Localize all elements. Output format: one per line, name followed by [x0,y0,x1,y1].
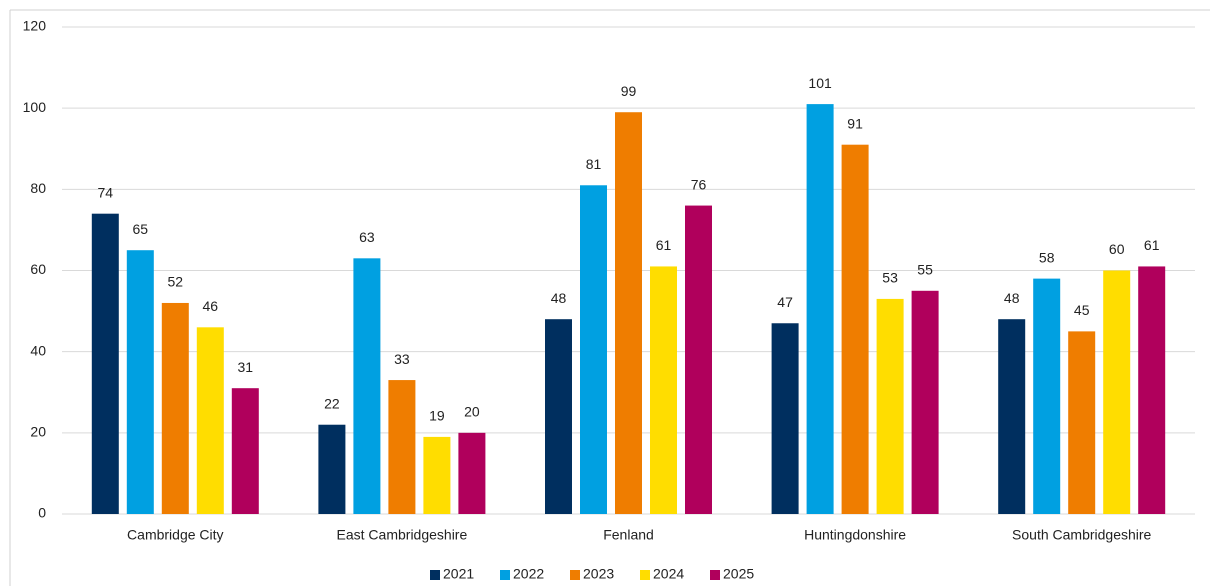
data-label: 60 [1109,241,1125,257]
x-tick-label: East Cambridgeshire [337,527,468,543]
bar [615,112,642,514]
legend-swatch [430,570,440,580]
data-label: 63 [359,229,375,245]
bar [1138,266,1166,514]
data-label: 74 [98,184,114,200]
y-tick-label: 20 [30,424,46,440]
bar [998,319,1026,514]
data-label: 47 [777,294,793,310]
x-tick-label: Fenland [603,527,654,543]
legend-label: 2022 [513,566,544,582]
data-label: 58 [1039,249,1055,265]
data-label: 48 [551,290,567,306]
bar [126,250,154,515]
data-label: 46 [203,298,219,314]
bar [650,266,677,514]
bar [353,258,381,514]
data-label: 76 [691,176,707,192]
bar [545,319,572,514]
data-label: 33 [394,351,410,367]
data-label: 20 [464,404,480,420]
legend-label: 2021 [443,566,474,582]
y-tick-label: 80 [30,180,46,196]
y-tick-label: 40 [30,342,46,358]
bar [196,327,224,514]
bar [841,144,869,515]
bar [161,302,189,514]
x-tick-label: Huntingdonshire [804,527,906,543]
bar [806,104,834,514]
bar [388,380,416,514]
x-tick-label: Cambridge City [127,527,223,543]
data-label: 19 [429,408,445,424]
data-label: 101 [808,75,832,91]
bar [771,323,799,514]
legend-label: 2023 [583,566,614,582]
legend-swatch [710,570,720,580]
bar [1033,278,1061,514]
bar [423,436,451,514]
data-label: 22 [324,395,340,411]
bar [876,298,904,514]
data-label: 52 [168,274,184,290]
bar [580,185,607,514]
data-label: 99 [621,83,637,99]
data-label: 55 [917,261,933,277]
data-label: 81 [586,156,602,172]
bar [1103,270,1131,514]
data-label: 48 [1004,290,1020,306]
bar [318,424,346,514]
bar [91,213,119,514]
data-label: 31 [238,359,254,375]
bar [685,205,712,515]
data-label: 91 [847,115,863,131]
y-tick-label: 100 [23,99,47,115]
legend-swatch [570,570,580,580]
data-label: 53 [882,270,898,286]
legend-label: 2025 [723,566,754,582]
data-label: 45 [1074,302,1090,318]
bar [911,290,939,514]
y-tick-label: 60 [30,261,46,277]
y-tick-label: 0 [38,505,46,521]
bar [458,432,486,514]
legend-label: 2024 [653,566,684,582]
legend-swatch [640,570,650,580]
data-label: 61 [1144,237,1160,253]
bar [1068,331,1096,514]
data-label: 65 [133,221,149,237]
y-tick-label: 120 [23,18,47,34]
legend-swatch [500,570,510,580]
data-label: 61 [656,237,672,253]
x-tick-label: South Cambridgeshire [1012,527,1152,543]
bar [231,388,259,514]
